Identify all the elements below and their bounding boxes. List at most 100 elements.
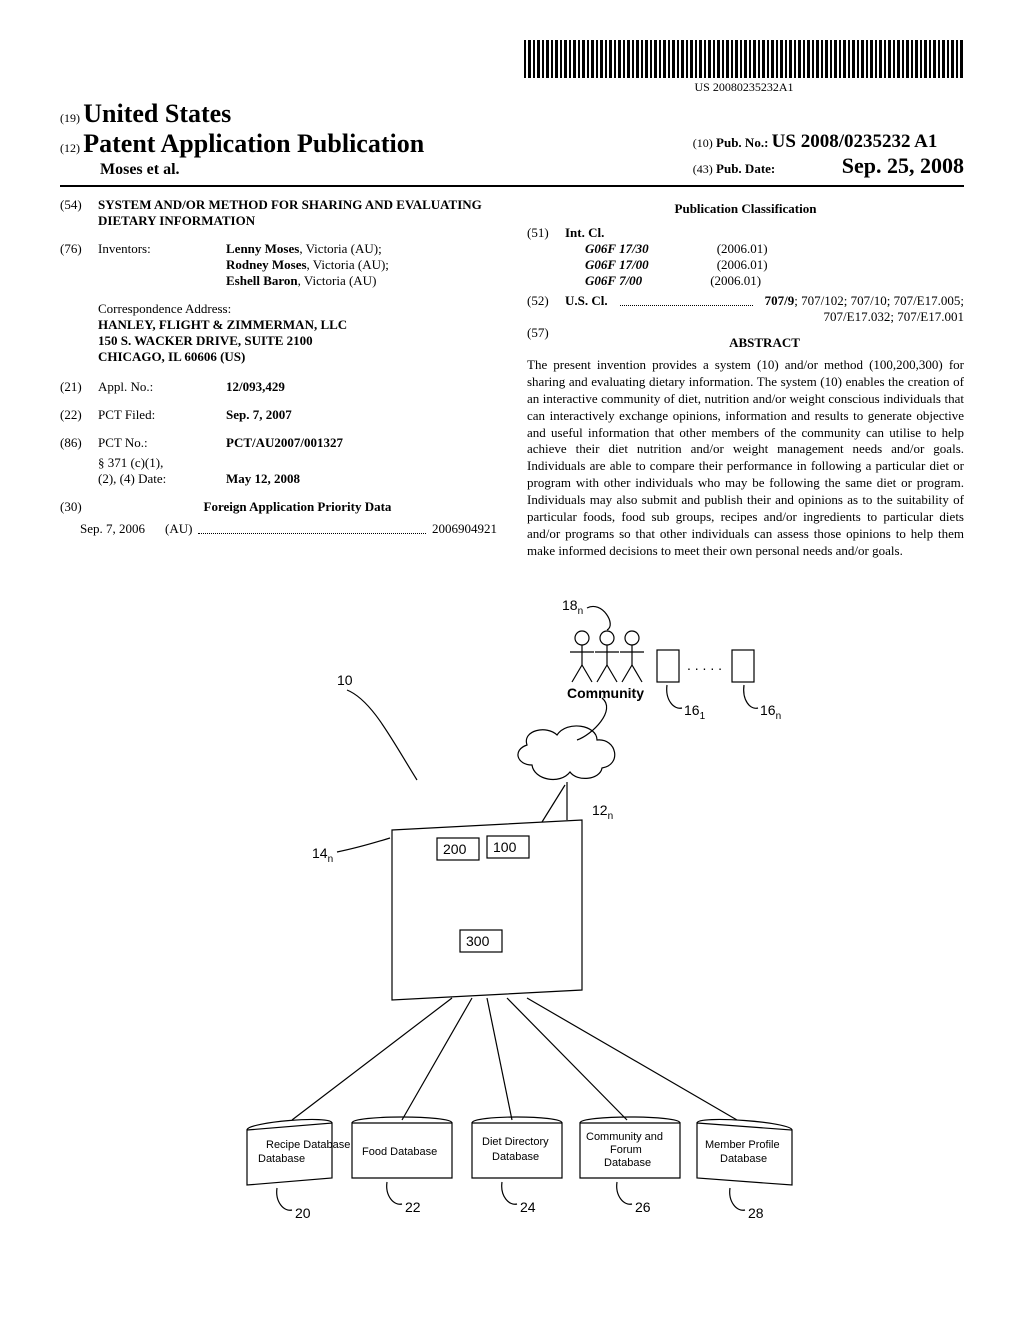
title-code: (54) <box>60 197 90 229</box>
intcl-item: G06F 17/00 (2006.01) <box>527 257 964 273</box>
correspondence-label: Correspondence Address: <box>98 301 497 317</box>
pubtype-prefix: (12) <box>60 141 80 155</box>
correspondence-line: HANLEY, FLIGHT & ZIMMERMAN, LLC <box>98 317 497 333</box>
inventor-loc: , Victoria (AU); <box>299 241 381 256</box>
pctfiled-row: (22) PCT Filed: Sep. 7, 2007 <box>60 407 497 423</box>
db-community: Community and Forum Database <box>580 1117 680 1178</box>
svg-text:16n: 16n <box>760 702 781 722</box>
appl-row: (21) Appl. No.: 12/093,429 <box>60 379 497 395</box>
pctno-row: (86) PCT No.: PCT/AU2007/001327 <box>60 435 497 451</box>
uscl-value-line1: 707/9; 707/102; 707/10; 707/E17.005; <box>765 293 964 309</box>
intcl-item-code: G06F 17/30 <box>585 241 649 257</box>
intcl-row: (51) Int. Cl. <box>527 225 964 241</box>
inventors-code: (76) <box>60 241 90 289</box>
abstract-code: (57) <box>527 325 557 357</box>
svg-text:26: 26 <box>635 1199 651 1215</box>
pctno-code: (86) <box>60 435 90 451</box>
pubtype: Patent Application Publication <box>83 129 424 158</box>
s371-spacer <box>60 455 90 487</box>
svg-text:200: 200 <box>443 841 467 857</box>
pctfiled-value: Sep. 7, 2007 <box>226 407 497 423</box>
pctfiled-label: PCT Filed: <box>98 407 218 423</box>
inventors-row: (76) Inventors: Lenny Moses, Victoria (A… <box>60 241 497 289</box>
uscl-value-line2: 707/E17.032; 707/E17.001 <box>527 309 964 325</box>
appl-code: (21) <box>60 379 90 395</box>
svg-text:Database: Database <box>492 1151 539 1163</box>
svg-text:Diet Directory: Diet Directory <box>482 1136 549 1148</box>
pctfiled-code: (22) <box>60 407 90 423</box>
inventor-loc: , Victoria (AU); <box>307 257 389 272</box>
db-member: Member Profile Database <box>697 1119 792 1185</box>
priority-header-row: (30) Foreign Application Priority Data <box>60 499 497 515</box>
svg-text:Database: Database <box>258 1153 305 1165</box>
uscl-label: U.S. Cl. <box>565 293 608 308</box>
barcode-stripes <box>524 40 964 78</box>
uscl-row: (52) U.S. Cl. 707/9; 707/102; 707/10; 70… <box>527 293 964 309</box>
intcl-item-code: G06F 7/00 <box>585 273 642 289</box>
svg-text:Recipe Database: Recipe Database <box>266 1139 350 1151</box>
pubno-value: US 2008/0235232 A1 <box>772 131 938 152</box>
classification-block: (51) Int. Cl. G06F 17/30 (2006.01) G06F … <box>527 225 964 325</box>
inventor-loc: , Victoria (AU) <box>298 273 377 288</box>
svg-text:28: 28 <box>748 1205 764 1221</box>
svg-text:Database: Database <box>604 1157 651 1169</box>
svg-text:14n: 14n <box>312 845 333 865</box>
barcode: US 20080235232A1 <box>524 40 964 95</box>
priority-code: (30) <box>60 499 90 515</box>
country: United States <box>83 99 231 128</box>
priority-date: Sep. 7, 2006 <box>80 521 145 537</box>
uscl-code: (52) <box>527 293 557 309</box>
svg-text:. . . . .: . . . . . <box>687 657 722 673</box>
svg-text:100: 100 <box>493 839 517 855</box>
figure-area: .ln { stroke:#000; stroke-width:1.2; fil… <box>60 590 964 1250</box>
inventor-name: Eshell Baron <box>226 273 298 288</box>
header-left: (19) United States (12) Patent Applicati… <box>60 99 424 179</box>
cloud-icon <box>518 726 615 780</box>
priority-country: (AU) <box>165 521 192 537</box>
intcl-item-year: (2006.01) <box>717 257 768 273</box>
pctno-value: PCT/AU2007/001327 <box>226 435 497 451</box>
intcl-item-year: (2006.01) <box>717 241 768 257</box>
columns: (54) SYSTEM AND/OR METHOD FOR SHARING AN… <box>60 197 964 560</box>
left-column: (54) SYSTEM AND/OR METHOD FOR SHARING AN… <box>60 197 497 560</box>
appl-value: 12/093,429 <box>226 379 497 395</box>
pubdate-value: Sep. 25, 2008 <box>842 153 964 178</box>
barcode-text: US 20080235232A1 <box>524 80 964 95</box>
svg-text:18n: 18n <box>562 597 583 617</box>
pubno-label: Pub. No.: <box>716 135 768 150</box>
pubno-prefix: (10) <box>693 136 713 150</box>
svg-text:Community: Community <box>567 685 644 701</box>
priority-heading: Foreign Application Priority Data <box>98 499 497 515</box>
pubdate-prefix: (43) <box>693 162 713 176</box>
intcl-item-year: (2006.01) <box>710 273 761 289</box>
title-row: (54) SYSTEM AND/OR METHOD FOR SHARING AN… <box>60 197 497 229</box>
svg-text:22: 22 <box>405 1199 421 1215</box>
priority-dots <box>198 521 426 534</box>
intcl-item: G06F 17/30 (2006.01) <box>527 241 964 257</box>
correspondence-line: CHICAGO, IL 60606 (US) <box>98 349 497 365</box>
s371-label: § 371 (c)(1), (2), (4) Date: <box>98 455 218 487</box>
svg-text:Database: Database <box>720 1153 767 1165</box>
svg-text:Forum: Forum <box>610 1144 642 1156</box>
header-right: (10) Pub. No.: US 2008/0235232 A1 (43) P… <box>693 131 964 179</box>
pctno-label: PCT No.: <box>98 435 218 451</box>
intcl-code: (51) <box>527 225 557 241</box>
abstract-text: The present invention provides a system … <box>527 357 964 560</box>
correspondence-line: 150 S. WACKER DRIVE, SUITE 2100 <box>98 333 497 349</box>
svg-text:Member Profile: Member Profile <box>705 1139 780 1151</box>
svg-text:20: 20 <box>295 1205 311 1221</box>
svg-text:300: 300 <box>466 933 490 949</box>
svg-text:12n: 12n <box>592 802 613 822</box>
intcl-label: Int. Cl. <box>565 225 604 240</box>
server-box: 200 100 300 <box>392 820 582 1000</box>
system-diagram: .ln { stroke:#000; stroke-width:1.2; fil… <box>162 590 862 1250</box>
community-people-icon <box>570 631 644 682</box>
priority-data-row: Sep. 7, 2006 (AU) 2006904921 <box>80 521 497 537</box>
intcl-item-code: G06F 17/00 <box>585 257 649 273</box>
s371-value: May 12, 2008 <box>226 471 497 487</box>
svg-text:10: 10 <box>337 672 353 688</box>
authors-line: Moses et al. <box>100 161 424 179</box>
db-diet: Diet Directory Database <box>472 1117 562 1178</box>
inventor-name: Lenny Moses <box>226 241 299 256</box>
pubdate-label: Pub. Date: <box>716 161 775 176</box>
